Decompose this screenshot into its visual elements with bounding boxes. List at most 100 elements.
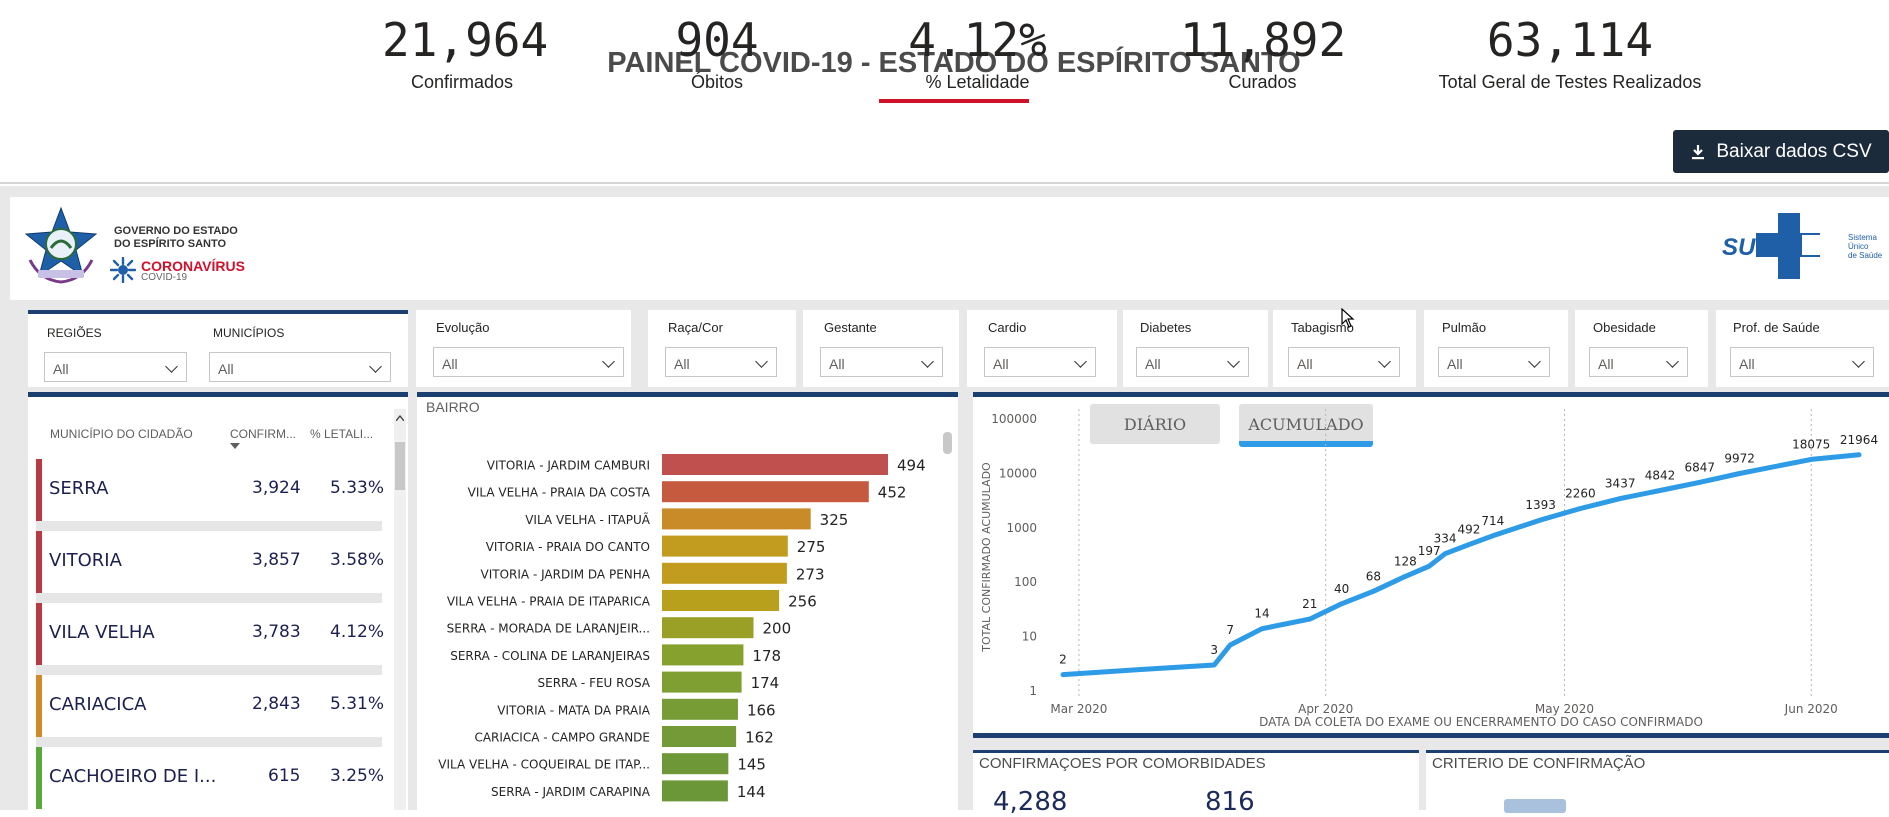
bairro-value-label: 178	[752, 647, 781, 665]
filter-prof-saude-label: Prof. de Saúde	[1733, 320, 1820, 335]
tab-diario[interactable]: DIÁRIO	[1090, 404, 1220, 444]
municipios-value: All	[218, 361, 234, 377]
kpi-label: Total Geral de Testes Realizados	[1438, 72, 1702, 92]
y-tick-label: 1000	[1006, 521, 1037, 535]
bairro-value-label: 162	[745, 729, 774, 747]
sus-sub2: Único	[1848, 242, 1869, 251]
prof-saude-select[interactable]: All	[1730, 347, 1874, 377]
bairro-bar[interactable]	[662, 508, 811, 530]
bairro-bar[interactable]	[662, 562, 787, 584]
chevron-down-icon	[1074, 355, 1087, 368]
bairro-bar[interactable]	[662, 644, 744, 666]
bairro-category-label: VILA VELHA - COQUEIRAL DE ITAP...	[438, 758, 650, 772]
table-row[interactable]: CARIACICA 2,843 5.31%	[36, 675, 385, 747]
bairro-bar[interactable]	[662, 590, 780, 611]
bairro-category-label: VILA VELHA - PRAIA DE ITAPARICA	[447, 595, 651, 609]
table-row[interactable]: VITORIA 3,857 3.58%	[36, 531, 384, 603]
kpi-value: 63,114	[1486, 13, 1654, 67]
bairro-bar[interactable]	[662, 698, 738, 720]
row-confirmados: 3,857	[252, 550, 301, 570]
row-municipio: CACHOEIRO DE I...	[49, 766, 217, 787]
kpi-value: 4.12%	[908, 13, 1047, 67]
mouse-cursor-icon	[1341, 308, 1355, 328]
row-letalidade: 5.31%	[330, 694, 385, 714]
kpi-testes: 63,114 Total Geral de Testes Realizados	[1420, 14, 1720, 93]
data-point-label: 4842	[1645, 469, 1676, 483]
download-csv-label: Baixar dados CSV	[1716, 140, 1872, 162]
tab-acumulado[interactable]: ACUMULADO	[1239, 404, 1373, 447]
bairro-category-label: VILA VELHA - PRAIA DA COSTA	[468, 486, 651, 500]
kpi-label: Curados	[1228, 72, 1297, 92]
table-row[interactable]: CACHOEIRO DE I... 615 3.25%	[36, 747, 385, 809]
row-confirmados: 615	[268, 766, 301, 786]
diabetes-select[interactable]: All	[1136, 347, 1249, 377]
bairro-bar[interactable]	[662, 454, 888, 475]
filter-cardio-label: Cardio	[988, 320, 1027, 335]
bairro-category-label: VITORIA - JARDIM CAMBURI	[487, 459, 650, 473]
download-csv-button[interactable]: Baixar dados CSV	[1673, 130, 1889, 173]
pulmao-select[interactable]: All	[1438, 347, 1550, 377]
kpi-obitos: 904 Óbitos	[657, 14, 777, 93]
municipios-select[interactable]: All	[209, 352, 391, 382]
row-municipio: SERRA	[49, 478, 109, 499]
row-letalidade: 3.25%	[330, 766, 385, 786]
bairro-bar[interactable]	[662, 671, 742, 693]
regioes-select[interactable]: All	[44, 352, 187, 382]
y-tick-label: 1	[1029, 684, 1037, 698]
confirmados-series-line[interactable]	[1060, 452, 1862, 678]
bairro-category-label: SERRA - MORADA DE LARANJEIR...	[447, 622, 650, 636]
row-color-bar	[36, 747, 42, 809]
data-point-label: 2	[1059, 653, 1067, 667]
bairro-bar[interactable]	[662, 780, 728, 802]
sus-sub1: Sistema	[1848, 233, 1877, 242]
filter-gestante: Gestante All	[803, 310, 959, 387]
criterio-panel: CRITERIO DE CONFIRMAÇÃO	[1426, 750, 1889, 813]
evolucao-select[interactable]: All	[433, 347, 624, 377]
kpi-value: 904	[675, 13, 759, 67]
table-row[interactable]: VILA VELHA 3,783 4.12%	[36, 603, 385, 675]
bairro-bar[interactable]	[662, 753, 729, 775]
row-municipio: VITORIA	[49, 550, 122, 571]
bairro-bar[interactable]	[662, 726, 737, 747]
filter-evolucao: Evolução All	[416, 310, 631, 387]
raca-select[interactable]: All	[665, 347, 777, 377]
criterio-title: CRITERIO DE CONFIRMAÇÃO	[1432, 755, 1646, 772]
data-point-label: 3437	[1605, 477, 1636, 491]
bairro-bar[interactable]	[662, 535, 788, 557]
bairro-scrollbar[interactable]	[943, 432, 952, 454]
municipios-table: MUNICÍPIO DO CIDADÃO CONFIRM... % LETALI…	[28, 392, 408, 810]
bairro-bar[interactable]	[662, 481, 869, 503]
bairro-bar[interactable]	[662, 617, 754, 639]
y-tick-label: 10000	[999, 466, 1037, 480]
gestante-value: All	[829, 356, 845, 372]
data-point-label: 334	[1434, 532, 1457, 546]
scrollbar-thumb[interactable]	[395, 442, 405, 490]
page-title: PAINEL COVID-19 - ESTADO DO ESPÍRITO SAN…	[607, 47, 1301, 79]
row-color-bar	[36, 675, 42, 737]
evolucao-value: All	[442, 356, 458, 372]
row-letalidade: 4.12%	[330, 622, 385, 642]
filter-diabetes-label: Diabetes	[1140, 320, 1192, 335]
header-confirmados[interactable]: CONFIRM...	[230, 427, 296, 441]
obesidade-select[interactable]: All	[1589, 347, 1688, 377]
bairro-category-label: CARIACICA - CAMPO GRANDE	[474, 731, 650, 745]
header-letalidade[interactable]: % LETALI...	[310, 427, 374, 441]
kpi-strip	[10, 197, 1889, 300]
bairro-value-label: 144	[737, 783, 766, 801]
bairro-value-label: 145	[737, 756, 766, 774]
bairro-value-label: 275	[797, 538, 826, 556]
row-divider	[36, 737, 382, 747]
row-confirmados: 3,783	[252, 622, 301, 642]
filter-tabagismo-label: Tabagismo	[1291, 320, 1354, 335]
bairro-category-label: SERRA - JARDIM CARAPINA	[491, 785, 651, 799]
cardio-select[interactable]: All	[984, 347, 1096, 377]
filter-municipios-label: MUNICÍPIOS	[213, 326, 285, 340]
bairro-category-label: VILA VELHA - ITAPUÃ	[525, 512, 651, 527]
header-municipio[interactable]: MUNICÍPIO DO CIDADÃO	[50, 427, 193, 441]
gov-line2: DO ESPÍRITO SANTO	[114, 238, 227, 250]
gestante-select[interactable]: All	[820, 347, 943, 377]
table-scrollbar[interactable]	[394, 409, 406, 810]
table-row[interactable]: SERRA 3,924 5.33%	[36, 459, 384, 531]
prof-saude-value: All	[1739, 356, 1755, 372]
tabagismo-select[interactable]: All	[1288, 347, 1400, 377]
